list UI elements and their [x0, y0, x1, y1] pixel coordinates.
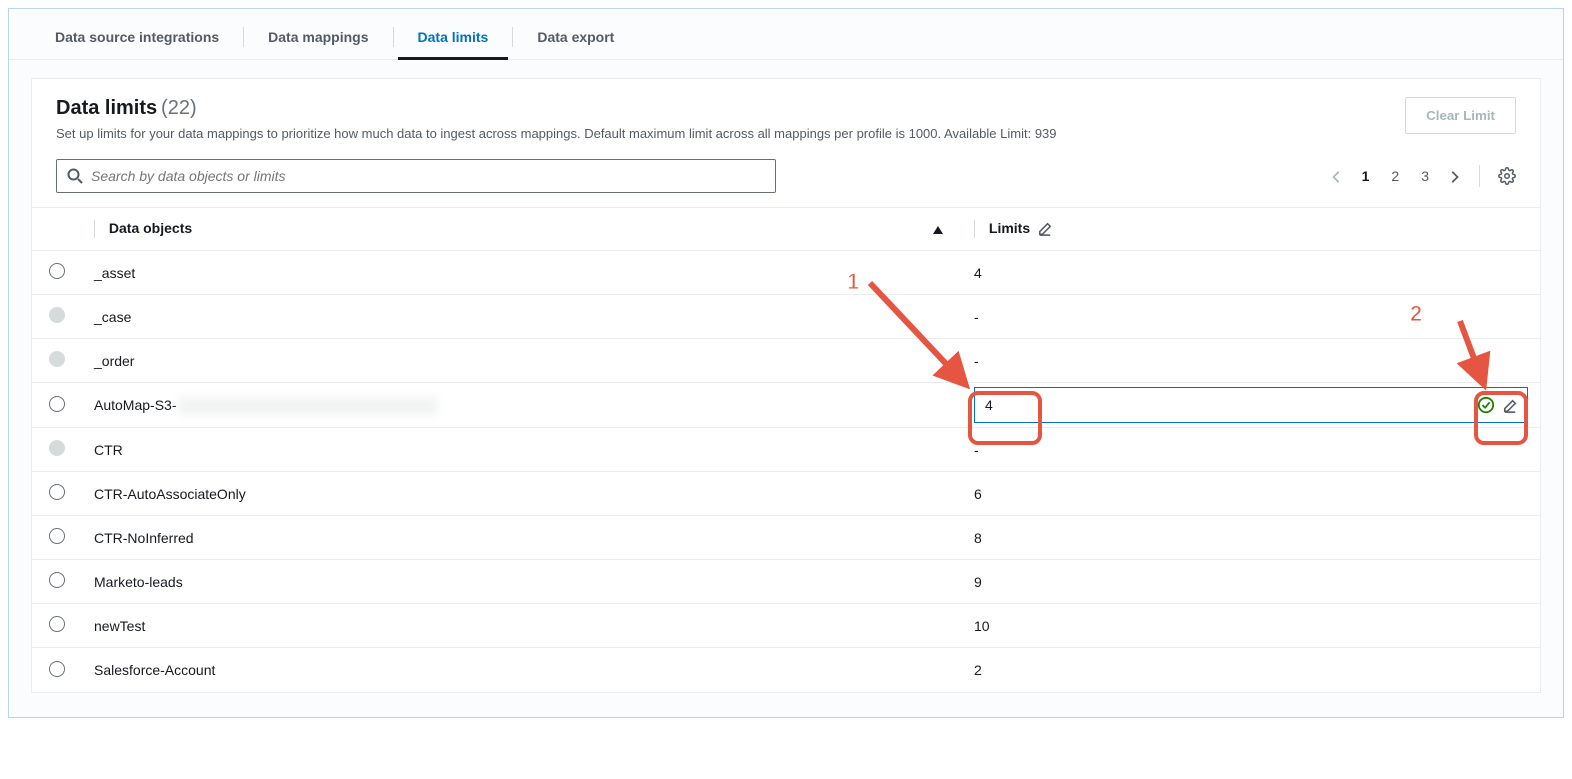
table-row: CTR-NoInferred8	[32, 516, 1540, 560]
data-object-name: _case	[82, 295, 962, 339]
limit-value: 8	[962, 516, 1540, 560]
data-object-name: Marketo-leads	[82, 560, 962, 604]
data-object-name: CTR-NoInferred	[82, 516, 962, 560]
tab-data-limits[interactable]: Data limits	[394, 19, 513, 59]
data-object-name: CTR-AutoAssociateOnly	[82, 472, 962, 516]
limit-value: -	[962, 428, 1540, 472]
limit-value: 2	[962, 648, 1540, 692]
panel-title-wrap: Data limits (22) Set up limits for your …	[56, 97, 1057, 141]
redacted-text	[178, 398, 438, 414]
toolbar: 1 2 3	[32, 149, 1540, 207]
confirm-check-icon[interactable]	[1477, 396, 1495, 414]
panel-header: Data limits (22) Set up limits for your …	[32, 79, 1540, 149]
col-header-limits[interactable]: Limits	[962, 208, 1540, 251]
row-radio[interactable]	[49, 528, 65, 544]
sort-asc-icon[interactable]	[932, 221, 944, 237]
data-limits-table: Data objects Limits _asset4_case-_orde	[32, 207, 1540, 692]
limit-value: 6	[962, 472, 1540, 516]
limit-cell-editing	[962, 383, 1540, 428]
col-header-select	[32, 208, 82, 251]
search-box[interactable]	[56, 159, 776, 193]
row-radio[interactable]	[49, 440, 65, 456]
table-row: _case-	[32, 295, 1540, 339]
prev-page-icon[interactable]	[1330, 168, 1344, 184]
row-radio[interactable]	[49, 263, 65, 279]
tab-data-mappings[interactable]: Data mappings	[244, 19, 392, 59]
search-input[interactable]	[91, 168, 765, 184]
table-row: CTR-AutoAssociateOnly6	[32, 472, 1540, 516]
table-row: AutoMap-S3-	[32, 383, 1540, 428]
limit-value: 4	[962, 251, 1540, 295]
page-number[interactable]: 3	[1417, 166, 1433, 186]
table-row: CTR-	[32, 428, 1540, 472]
pagination: 1 2 3	[1330, 165, 1516, 187]
data-object-name: AutoMap-S3-	[82, 383, 962, 428]
row-radio[interactable]	[49, 616, 65, 632]
row-radio[interactable]	[49, 307, 65, 323]
data-object-name: _order	[82, 339, 962, 383]
limit-value: 9	[962, 560, 1540, 604]
page-number[interactable]: 1	[1358, 166, 1374, 186]
limit-input[interactable]	[985, 397, 1469, 413]
data-object-name: _asset	[82, 251, 962, 295]
settings-gear-icon[interactable]	[1498, 167, 1516, 185]
row-radio[interactable]	[49, 351, 65, 367]
limit-value: -	[962, 339, 1540, 383]
edit-pencil-icon[interactable]	[1503, 397, 1517, 413]
edit-column-icon[interactable]	[1038, 220, 1052, 236]
table-row: newTest10	[32, 604, 1540, 648]
panel-count: (22)	[161, 97, 197, 119]
data-limits-panel: Data limits (22) Set up limits for your …	[31, 78, 1541, 693]
row-radio[interactable]	[49, 572, 65, 588]
row-radio[interactable]	[49, 484, 65, 500]
page-number[interactable]: 2	[1387, 166, 1403, 186]
tabs-bar: Data source integrations Data mappings D…	[9, 9, 1563, 60]
tab-data-export[interactable]: Data export	[513, 19, 638, 59]
table-row: Marketo-leads9	[32, 560, 1540, 604]
page-container: Data source integrations Data mappings D…	[8, 8, 1564, 718]
limit-value: 10	[962, 604, 1540, 648]
panel-description: Set up limits for your data mappings to …	[56, 126, 1057, 141]
data-object-name: newTest	[82, 604, 962, 648]
limit-value: -	[962, 295, 1540, 339]
clear-limit-button[interactable]: Clear Limit	[1405, 97, 1516, 134]
search-icon	[67, 168, 83, 184]
panel-title: Data limits	[56, 97, 157, 119]
table-row: Salesforce-Account2	[32, 648, 1540, 692]
next-page-icon[interactable]	[1447, 168, 1461, 184]
col-header-data-objects-label: Data objects	[109, 220, 192, 236]
row-radio[interactable]	[49, 396, 65, 412]
col-header-limits-label: Limits	[989, 220, 1030, 236]
data-object-name: Salesforce-Account	[82, 648, 962, 692]
tab-data-source-integrations[interactable]: Data source integrations	[31, 19, 243, 59]
row-radio[interactable]	[49, 661, 65, 677]
pager-separator	[1479, 165, 1480, 187]
table-row: _order-	[32, 339, 1540, 383]
data-object-name: CTR	[82, 428, 962, 472]
col-header-data-objects[interactable]: Data objects	[82, 208, 962, 251]
table-row: _asset4	[32, 251, 1540, 295]
